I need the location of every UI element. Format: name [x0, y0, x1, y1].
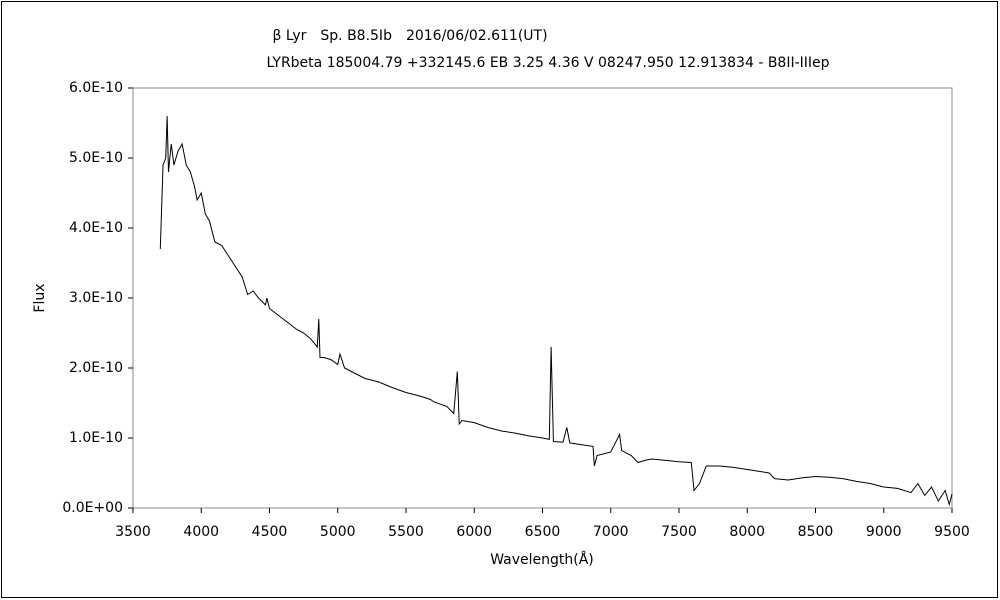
x-tick-label: 8500: [798, 524, 834, 540]
x-tick-label: 7500: [661, 524, 697, 540]
x-tick-label: 3500: [115, 524, 151, 540]
y-tick-label: 1.0E-10: [69, 430, 123, 446]
y-axis-label: Flux: [32, 283, 48, 312]
spectrum-line: [159, 115, 953, 507]
x-tick-label: 4000: [183, 524, 219, 540]
x-tick-label: 5000: [320, 524, 356, 540]
y-tick-label: 3.0E-10: [69, 290, 123, 306]
y-tick-label: 2.0E-10: [69, 360, 123, 376]
x-tick-label: 5500: [388, 524, 424, 540]
x-tick-label: 9000: [866, 524, 902, 540]
chart-subtitle: LYRbeta 185004.79 +332145.6 EB 3.25 4.36…: [266, 55, 829, 71]
x-tick-label: 4500: [252, 524, 288, 540]
x-tick-label: 8000: [729, 524, 765, 540]
x-tick-label: 6000: [456, 524, 492, 540]
chart-title: β Lyr Sp. B8.5Ib 2016/06/02.611(UT): [272, 28, 547, 44]
y-tick-label: 6.0E-10: [69, 80, 123, 96]
x-tick-label: 9500: [934, 524, 970, 540]
x-axis-label: Wavelength(Å): [490, 551, 594, 568]
y-tick-label: 5.0E-10: [69, 150, 123, 166]
x-tick-label: 7000: [593, 524, 629, 540]
y-tick-label: 0.0E+00: [62, 500, 123, 516]
x-tick-label: 6500: [525, 524, 561, 540]
y-tick-label: 4.0E-10: [69, 220, 123, 236]
